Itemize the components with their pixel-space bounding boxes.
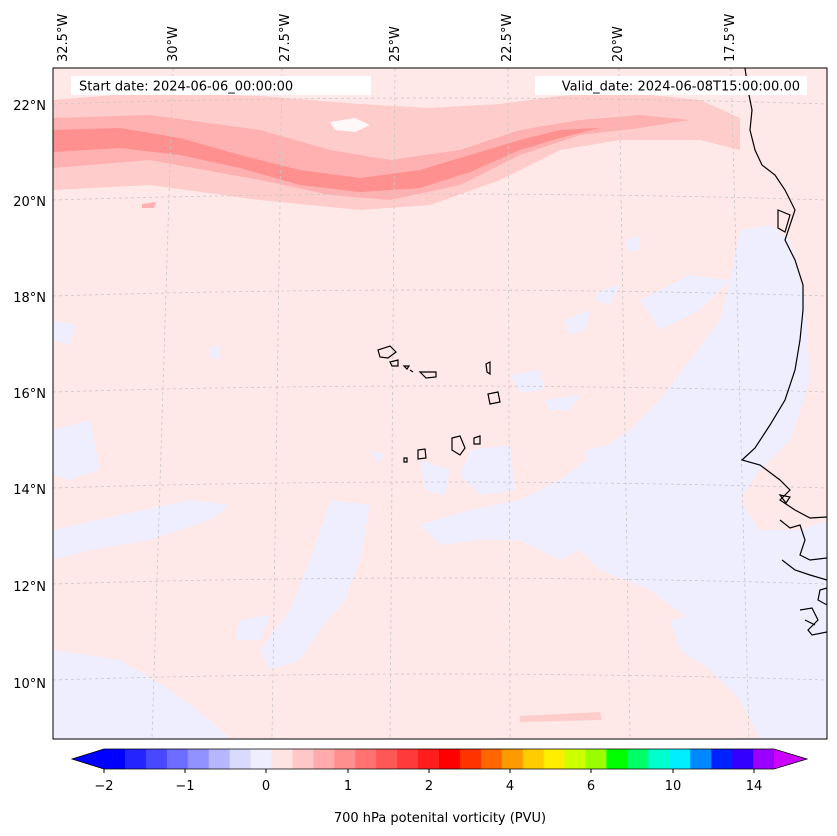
colorbar-under-arrow bbox=[72, 749, 104, 769]
colorbar-cell bbox=[732, 749, 754, 769]
colorbar-cell bbox=[753, 749, 775, 769]
colorbar-tick-label: 6 bbox=[587, 779, 595, 794]
colorbar-cell bbox=[711, 749, 733, 769]
lat-label: 18°N bbox=[13, 291, 46, 306]
colorbar-cell bbox=[627, 749, 649, 769]
colorbar-ticks bbox=[103, 769, 755, 773]
pv-band-mid bbox=[53, 115, 690, 200]
colorbar-tick-label: 1 bbox=[344, 779, 352, 794]
colorbar-cell bbox=[543, 749, 566, 769]
colorbar-tick-label: −2 bbox=[94, 779, 113, 794]
lon-label: 25°W bbox=[388, 26, 403, 62]
colorbar-over-arrow bbox=[774, 749, 807, 769]
colorbar-cell bbox=[522, 749, 545, 769]
colorbar-tick-label: −1 bbox=[175, 779, 194, 794]
colorbar-cell bbox=[187, 749, 210, 769]
colorbar-cell bbox=[104, 749, 126, 769]
lon-label: 20°W bbox=[611, 26, 626, 62]
lat-label: 22°N bbox=[13, 99, 46, 114]
colorbar-cell bbox=[334, 749, 356, 769]
colorbar-cell bbox=[145, 749, 168, 769]
colorbar-cell bbox=[669, 749, 691, 769]
colorbar-cell bbox=[292, 749, 314, 769]
start-date-text: Start date: 2024-06-06_00:00:00 bbox=[79, 80, 293, 95]
pv-band-core bbox=[53, 128, 600, 192]
lat-label: 20°N bbox=[13, 195, 46, 210]
lon-label: 22.5°W bbox=[500, 14, 515, 62]
lon-label: 32.5°W bbox=[56, 14, 71, 62]
colorbar-cell bbox=[585, 749, 607, 769]
colorbar-cell bbox=[606, 749, 628, 769]
lat-label: 10°N bbox=[13, 677, 46, 692]
colorbar-tick-label: 0 bbox=[262, 779, 270, 794]
start-date-box bbox=[71, 76, 371, 95]
colorbar-cell bbox=[564, 749, 587, 769]
cape-verde-islands bbox=[377, 345, 501, 463]
colorbar-cell bbox=[271, 749, 293, 769]
pv-band-outer bbox=[53, 92, 740, 210]
lat-label: 16°N bbox=[13, 387, 46, 402]
longitude-labels: 32.5°W 30°W 27.5°W 25°W 22.5°W 20°W 17.5… bbox=[56, 14, 738, 62]
pv-bottom-patch bbox=[520, 712, 602, 722]
colorbar-cell bbox=[250, 749, 272, 769]
colorbar-cell bbox=[439, 749, 461, 769]
colorbar-tick-label: 10 bbox=[665, 779, 682, 794]
colorbar-cell bbox=[690, 749, 712, 769]
lat-label: 12°N bbox=[13, 580, 46, 595]
colorbar-cell bbox=[355, 749, 377, 769]
colorbar-cell bbox=[166, 749, 189, 769]
coastline bbox=[740, 68, 827, 636]
colorbar-tick-label: 4 bbox=[506, 779, 514, 794]
colorbar-cell bbox=[376, 749, 398, 769]
colorbar: −2 −1 0 1 2 4 6 10 14 700 hPa potenital … bbox=[70, 748, 809, 826]
lon-label: 30°W bbox=[166, 26, 181, 62]
valid-date-text: Valid_date: 2024-06-08T15:00:00.00 bbox=[562, 80, 800, 95]
lon-label: 17.5°W bbox=[723, 14, 738, 62]
colorbar-cell bbox=[418, 749, 440, 769]
colorbar-cell bbox=[229, 749, 252, 769]
colorbar-cells bbox=[104, 749, 775, 769]
valid-date-box bbox=[535, 76, 807, 95]
colorbar-cell bbox=[313, 749, 335, 769]
pv-small-patch bbox=[142, 202, 156, 208]
colorbar-cell bbox=[397, 749, 419, 769]
lat-label: 14°N bbox=[13, 483, 46, 498]
colorbar-cell bbox=[208, 749, 231, 769]
latitude-labels: 22°N 20°N 18°N 16°N 14°N 12°N 10°N bbox=[13, 99, 46, 692]
lon-label: 27.5°W bbox=[278, 14, 293, 62]
colorbar-cell bbox=[501, 749, 524, 769]
colorbar-cell bbox=[480, 749, 503, 769]
map-frame bbox=[52, 67, 828, 740]
colorbar-tick-label: 14 bbox=[746, 779, 763, 794]
colorbar-title: 700 hPa potenital vorticity (PVU) bbox=[334, 811, 546, 826]
pv-negative-patches bbox=[53, 225, 827, 739]
colorbar-cell bbox=[648, 749, 670, 769]
graticule bbox=[53, 68, 827, 739]
colorbar-tick-label: 2 bbox=[425, 779, 433, 794]
colorbar-cell bbox=[459, 749, 482, 769]
colorbar-cell bbox=[124, 749, 147, 769]
map-panel: Start date: 2024-06-06_00:00:00 Valid_da… bbox=[53, 68, 827, 739]
pv-light-patch bbox=[330, 118, 370, 132]
